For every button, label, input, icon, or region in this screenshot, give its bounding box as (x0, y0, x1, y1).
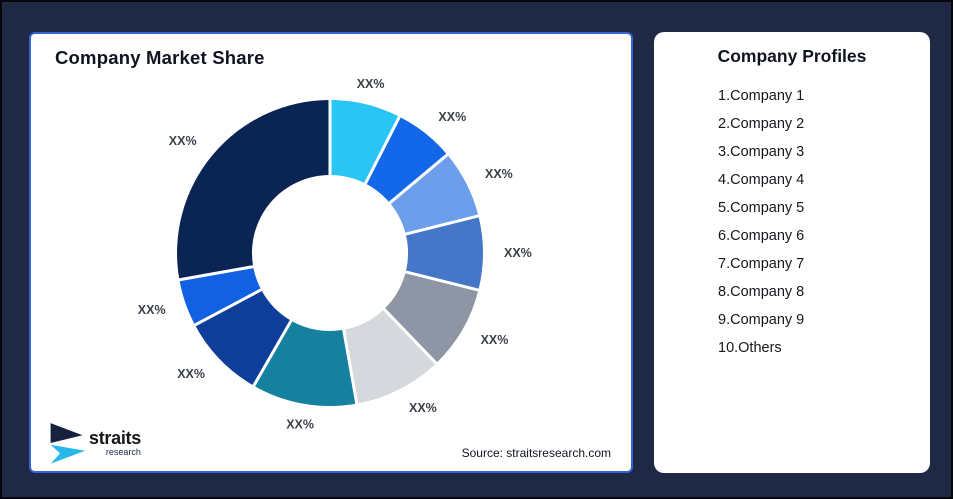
segment-label: XX% (438, 110, 466, 124)
segment-divider (401, 213, 481, 237)
segment-label: XX% (286, 417, 314, 431)
company-profiles-card: Company Profiles 1.Company 1 2.Company 2 3… (654, 32, 930, 473)
segment-divider (401, 269, 481, 293)
list-item: 4.Company 4 (718, 172, 805, 188)
logo-triangle-cyan (50, 444, 86, 464)
donut-segment (389, 154, 479, 235)
donut-segment (330, 100, 400, 184)
list-item: 10.Others (718, 340, 782, 356)
segment-divider (251, 316, 295, 389)
segment-divider (362, 114, 402, 188)
list-item: 1.Company 1 (718, 88, 805, 104)
logo-triangle-navy (50, 423, 83, 443)
logo-text: straits research (89, 429, 141, 457)
segment-label: XX% (169, 134, 197, 148)
donut-segment (177, 100, 330, 280)
market-share-card: Company Market Share XX% XX% XX% XX% XX% XX% X… (29, 32, 633, 473)
segment-label: XX% (481, 333, 509, 347)
chart-title: Company Market Share (55, 47, 265, 68)
segment-label: XX% (138, 303, 166, 317)
segment-divider (177, 264, 258, 282)
source-attribution: Source: straitsresearch.com (461, 446, 611, 460)
list-item: 7.Company 7 (718, 256, 805, 272)
segment-divider (380, 305, 439, 366)
list-item: 6.Company 6 (718, 228, 805, 244)
segment-label: XX% (357, 77, 385, 91)
logo-subtext: research (105, 447, 141, 457)
list-item: 3.Company 3 (718, 144, 805, 160)
donut-segment (343, 309, 437, 404)
market-share-donut-chart: XX% XX% XX% XX% XX% XX% XX% XX% XX% XX% (138, 77, 532, 432)
segment-label: XX% (504, 246, 532, 260)
segment-label: XX% (177, 367, 205, 381)
straits-research-logo: straits research (48, 422, 141, 464)
list-item: 8.Company 8 (718, 284, 805, 300)
list-item: 9.Company 9 (718, 312, 805, 328)
donut-segment (179, 266, 262, 325)
segment-divider (192, 286, 266, 328)
donut-segment (405, 215, 483, 291)
segment-label: XX% (485, 167, 513, 181)
segment-label: XX% (409, 401, 437, 415)
donut-segment (384, 271, 479, 364)
list-item: 2.Company 2 (718, 116, 805, 132)
list-item: 5.Company 5 (718, 200, 805, 216)
straits-logo-icon (50, 423, 86, 464)
profiles-title: Company Profiles (717, 46, 867, 66)
profiles-list: 1.Company 1 2.Company 2 3.Company 3 4.Compa… (654, 82, 930, 362)
segment-divider (385, 152, 450, 207)
segment-divider (341, 325, 359, 406)
donut-segment (365, 116, 448, 203)
logo-wordmark: straits (89, 428, 141, 448)
